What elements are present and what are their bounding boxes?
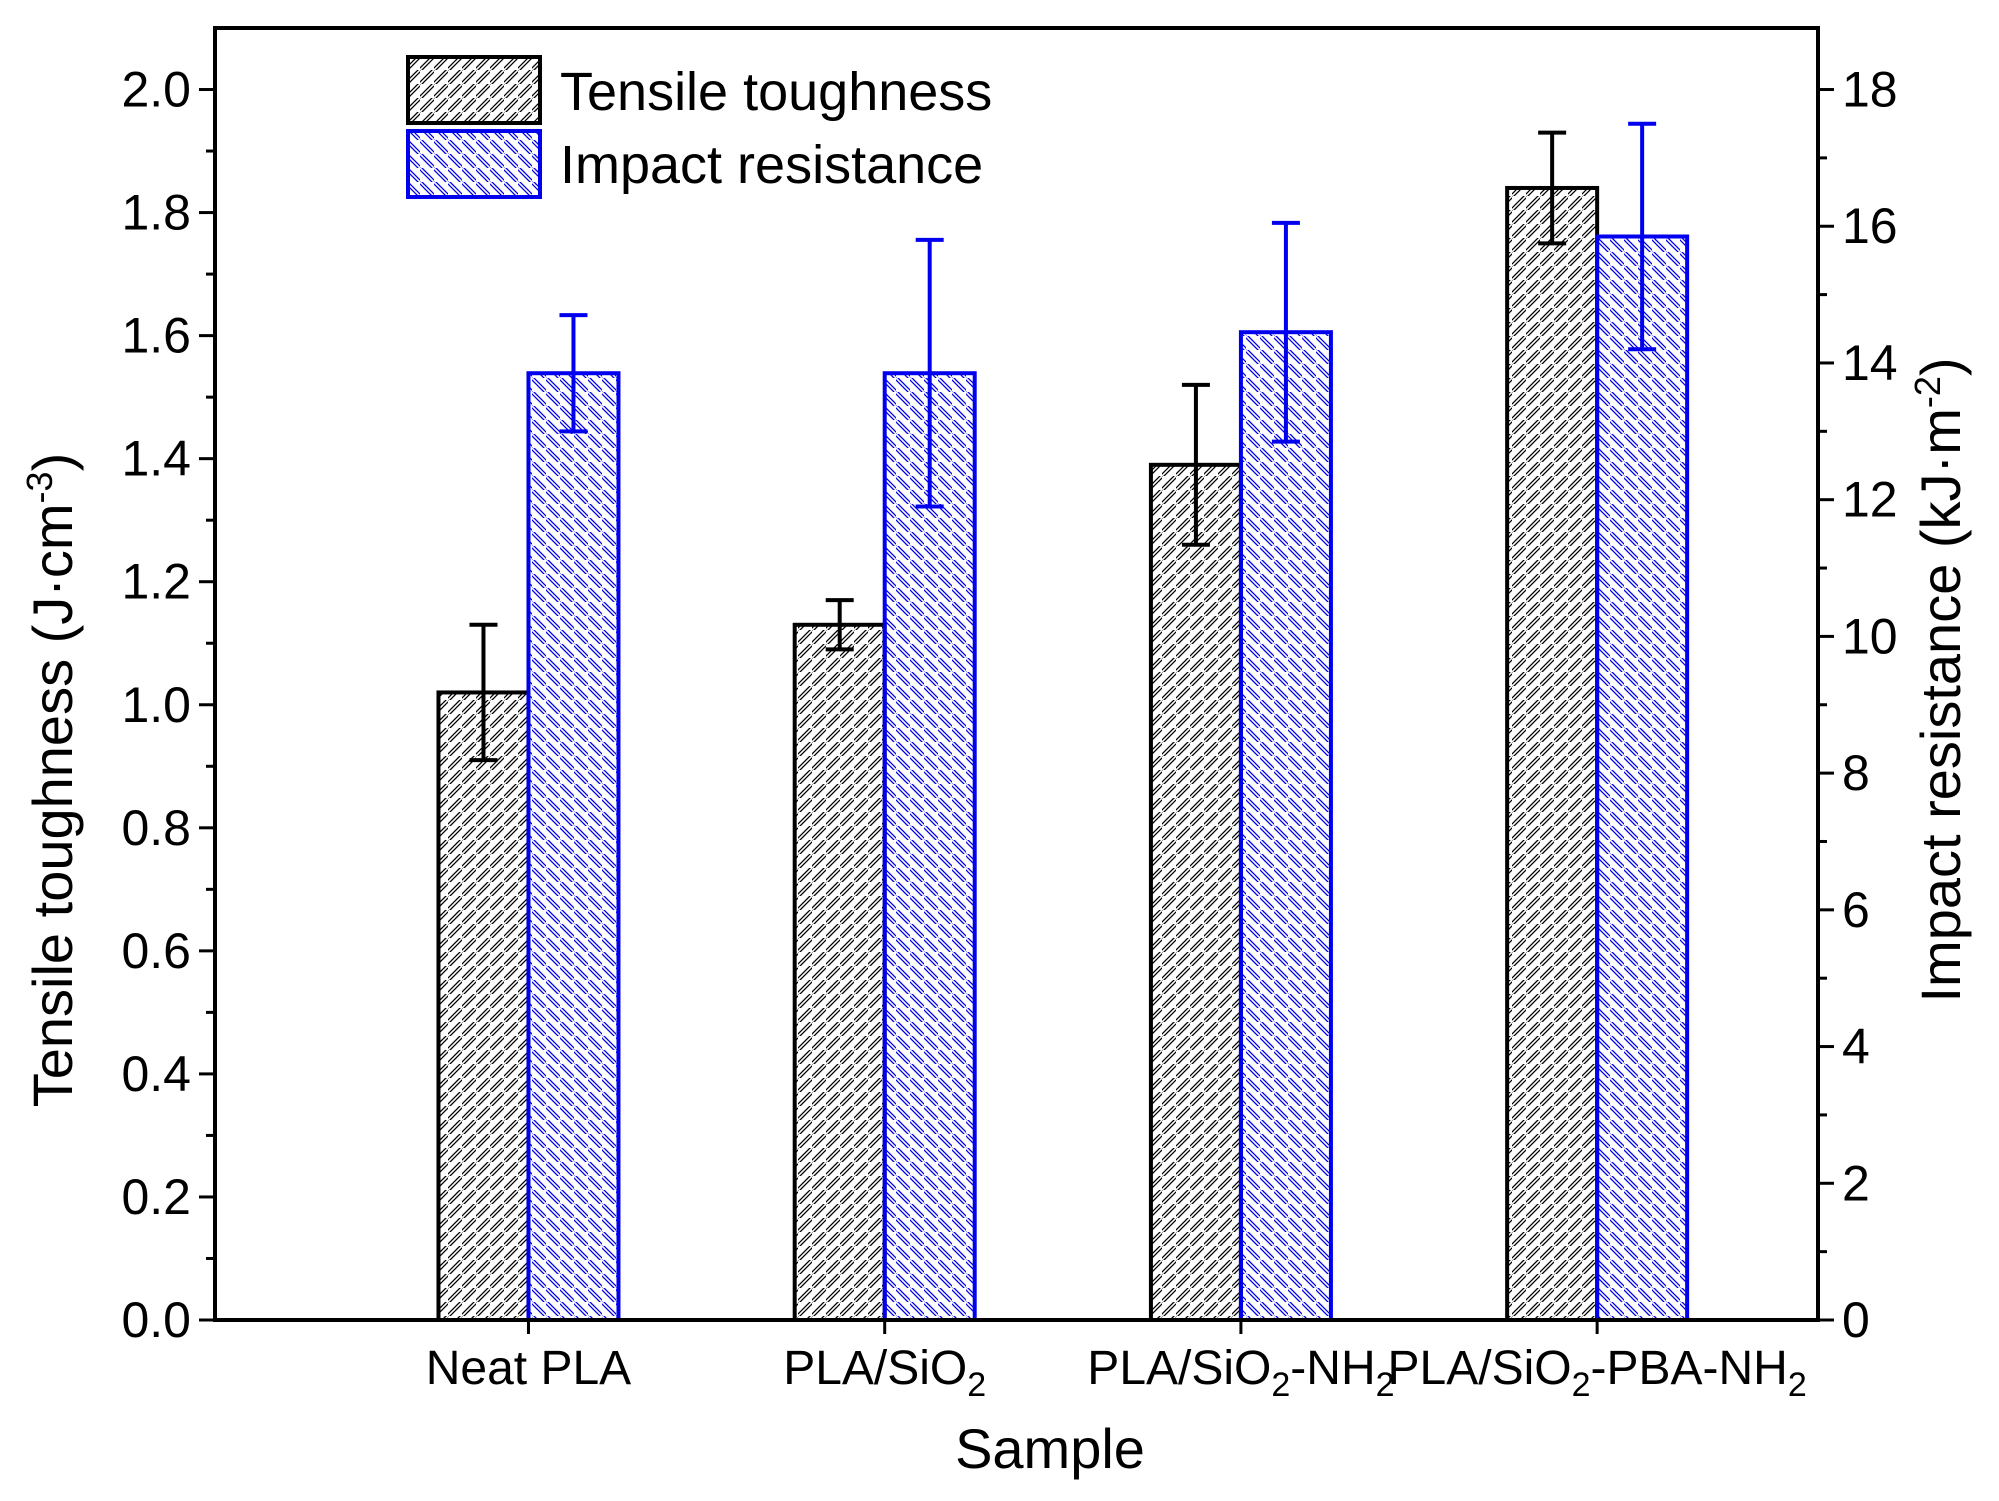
y-right-tick-label: 0 (1842, 1292, 1870, 1348)
y-left-tick-label: 0.8 (121, 800, 191, 856)
y-left-tick-label: 0.6 (121, 923, 191, 979)
legend-label-impact: Impact resistance (560, 135, 983, 195)
y-left-tick-label: 2.0 (121, 62, 191, 118)
error-bar-tensile (825, 598, 854, 652)
legend-label-tensile: Tensile toughness (560, 62, 992, 122)
error-bars-group (469, 121, 1657, 763)
y-right-tick-label: 2 (1842, 1155, 1870, 1211)
y-left-tick-label: 1.0 (121, 677, 191, 733)
y-right-title-end: ) (1909, 357, 1972, 376)
y-left-tick-label: 1.2 (121, 554, 191, 610)
y-right-title-main: Impact resistance (kJ·m (1909, 408, 1972, 1002)
y-right-title-sup: -2 (1907, 376, 1948, 408)
x-tick-label: PLA/SiO2-NH2 (1087, 1342, 1394, 1404)
y-right-tick-label: 6 (1842, 882, 1870, 938)
plot-frame (213, 26, 1820, 1322)
y-right-tick-label: 18 (1842, 62, 1898, 118)
y-right-axis-title: Impact resistance (kJ·m-2) (1907, 357, 1972, 1002)
y-right-tick-label: 16 (1842, 198, 1898, 254)
error-bar-impact (1628, 121, 1657, 352)
x-tick-label: PLA/SiO2-PBA-NH2 (1388, 1342, 1807, 1404)
error-bar-impact (559, 313, 588, 434)
error-bar-tensile (469, 622, 498, 763)
y-left-tick-label: 1.8 (121, 185, 191, 241)
y-left-tick-label: 1.6 (121, 308, 191, 364)
x-tick-label: PLA/SiO2 (783, 1342, 986, 1404)
axes-group: 0.0 0.2 0.4 0.6 0.8 1.0 1.2 1.4 1.6 1.8 2.0 0 2 4 6 8 10… (121, 26, 1898, 1404)
legend: Tensile toughness Impact resistance (406, 55, 992, 199)
bar-impact (1238, 330, 1333, 1322)
bars-group (436, 185, 1690, 1323)
y-left-title-end: ) (21, 453, 84, 472)
bar-tensile (1148, 462, 1243, 1323)
bar-tensile (1505, 185, 1600, 1322)
error-bar-tensile (1181, 382, 1210, 547)
error-bar-impact (1271, 220, 1300, 444)
y-right-tick-label: 8 (1842, 745, 1870, 801)
bar-tensile (436, 690, 531, 1322)
y-right-tick-label: 14 (1842, 335, 1898, 391)
legend-swatch-tensile (406, 55, 542, 125)
bar-tensile (792, 622, 887, 1322)
error-bar-impact (915, 237, 944, 509)
y-right-tick-label: 4 (1842, 1019, 1870, 1075)
bar-impact (1595, 234, 1690, 1323)
y-left-title-sup: -3 (19, 471, 60, 503)
y-right-tick-label: 12 (1842, 472, 1898, 528)
y-left-axis-title: Tensile toughness (J·cm-3) (19, 453, 84, 1107)
x-tick-label: Neat PLA (426, 1342, 631, 1395)
bar-impact (526, 371, 621, 1322)
bar-impact (882, 371, 977, 1322)
y-left-tick-label: 0.0 (121, 1292, 191, 1348)
error-bar-tensile (1538, 130, 1567, 246)
legend-swatch-impact (406, 129, 542, 199)
y-right-tick-label: 10 (1842, 608, 1898, 664)
x-axis-title: Sample (955, 1417, 1145, 1480)
y-left-tick-label: 0.2 (121, 1169, 191, 1225)
y-left-title-main: Tensile toughness (J·cm (21, 503, 84, 1107)
y-left-tick-label: 1.4 (121, 431, 191, 487)
y-left-tick-label: 0.4 (121, 1046, 191, 1102)
